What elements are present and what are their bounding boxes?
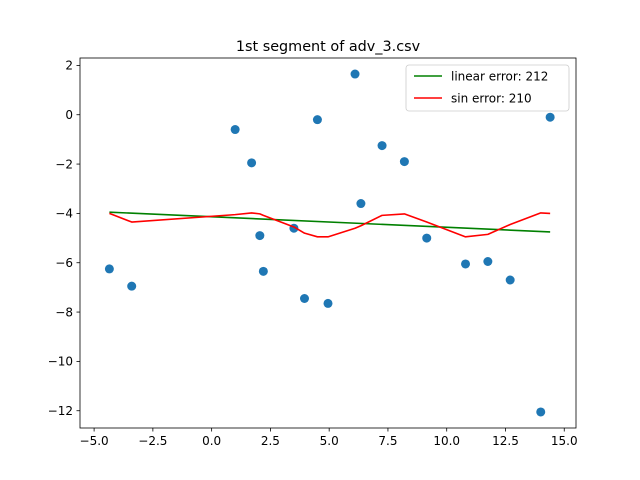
chart-title: 1st segment of adv_3.csv (236, 39, 421, 55)
x-tick-label: 10.0 (433, 434, 460, 448)
scatter-point (104, 264, 114, 274)
scatter-point (545, 112, 555, 122)
y-tick-label: −10 (48, 355, 73, 369)
y-tick-label: 0 (65, 108, 73, 122)
legend-label: linear error: 212 (451, 69, 548, 83)
x-tick-label: 15.0 (551, 434, 578, 448)
scatter-point (461, 259, 471, 269)
axes-frame (79, 57, 577, 429)
y-tick-label: −2 (55, 157, 73, 171)
x-tick-label: −5.0 (80, 434, 109, 448)
scatter-point (377, 141, 387, 151)
x-axis-ticks: −5.0 −2.5 0.0 2.5 5.0 7.5 10.0 12.5 15.0 (80, 428, 578, 448)
scatter-point (258, 266, 268, 276)
scatter-point (299, 294, 309, 303)
scatter-point (350, 69, 360, 79)
x-tick-label: −2.5 (138, 434, 167, 448)
legend-box (405, 64, 570, 112)
scatter-point (323, 298, 333, 308)
plot-area (104, 69, 555, 417)
legend: linear error: 212 sin error: 210 (405, 64, 570, 112)
y-tick-label: −8 (55, 305, 73, 319)
scatter-point (483, 257, 493, 266)
legend-label: sin error: 210 (451, 91, 532, 105)
y-axis-ticks: 2 0 −2 −4 −6 −8 −10 −12 (48, 59, 80, 418)
x-tick-label: 0.0 (202, 434, 221, 448)
scatter-point (127, 281, 137, 291)
scatter-point (255, 231, 265, 241)
x-tick-label: 2.5 (261, 434, 280, 448)
scatter-point (312, 115, 322, 125)
x-tick-label: 12.5 (492, 434, 519, 448)
scatter-point (536, 407, 546, 417)
y-tick-label: −6 (55, 256, 73, 270)
scatter-point (505, 275, 515, 285)
series-line-sin (109, 212, 551, 238)
scatter-point (230, 125, 240, 135)
scatter-point (356, 199, 366, 209)
scatter-point (399, 157, 409, 167)
y-tick-label: −4 (55, 207, 73, 221)
scatter-point (422, 233, 432, 243)
y-tick-label: −12 (48, 404, 73, 418)
scatter-point (247, 158, 257, 168)
x-tick-label: 5.0 (320, 434, 339, 448)
series-line-linear (109, 211, 551, 233)
y-tick-label: 2 (65, 59, 73, 73)
x-tick-label: 7.5 (378, 434, 397, 448)
